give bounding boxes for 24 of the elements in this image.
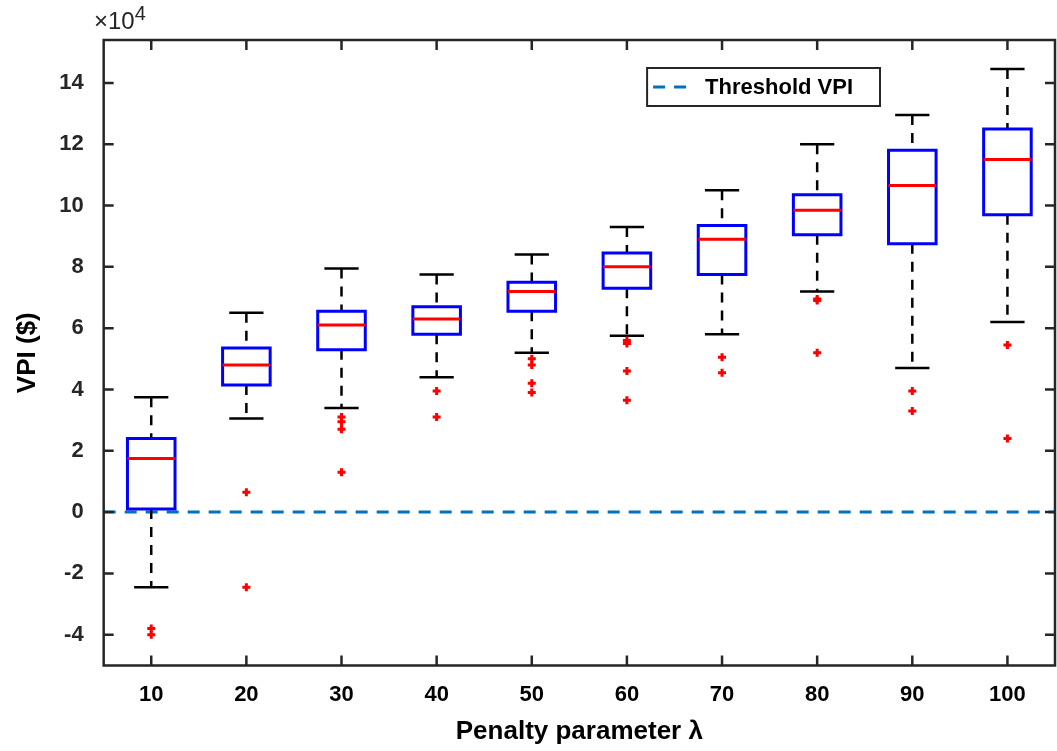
x-tick-label: 20	[234, 680, 259, 706]
x-tick-label: 10	[138, 680, 164, 706]
y-tick-label: 10	[59, 191, 84, 217]
x-tick-label: 80	[804, 680, 830, 706]
text: ×10$^{4}$	[94, 2, 146, 35]
x-tick-label: 100	[989, 680, 1026, 706]
y-tick-label: 4	[71, 375, 85, 401]
y-tick-label: 2	[71, 436, 84, 462]
x-tick-label: 40	[424, 680, 449, 706]
y-tick-label: 6	[71, 314, 84, 340]
y-tick-label: 0	[71, 498, 84, 524]
x-tick-label: 90	[900, 680, 925, 706]
x-tick-label: 60	[614, 680, 640, 706]
y-tick-label: 14	[59, 68, 85, 94]
x-tick-label: 70	[709, 680, 735, 706]
y-tick-label: 12	[59, 130, 84, 156]
y-tick-label: -4	[64, 620, 85, 646]
x-axis-title: Penalty parameter λ	[455, 714, 704, 745]
x-tick-label: 30	[329, 680, 354, 706]
x-tick-label: 50	[519, 680, 545, 706]
y-tick-label: 8	[71, 252, 84, 278]
legend-label: Threshold VPI	[705, 74, 854, 100]
y-tick-label: -2	[64, 559, 84, 585]
y-axis-title: VPI ($)	[10, 312, 41, 394]
